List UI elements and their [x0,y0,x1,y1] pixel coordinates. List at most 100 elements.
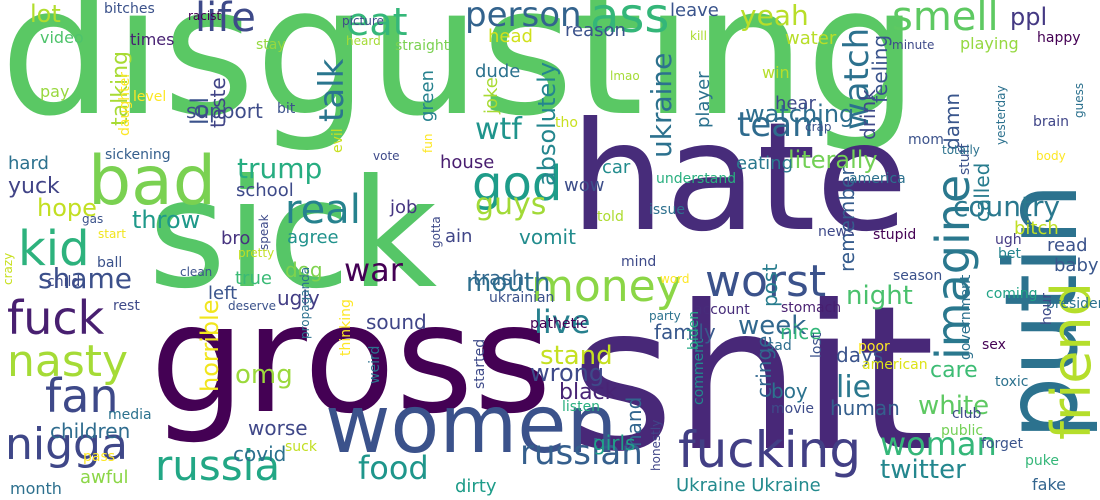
word-woman: woman [880,425,997,463]
word-media: media [108,407,152,423]
word-ugh: ugh [995,232,1022,248]
word-guess: guess [1072,82,1086,118]
word-brain: brain [1033,114,1069,130]
word-agree: agree [287,227,339,248]
word-fun: fun [421,133,435,153]
word-fucking: fucking [678,421,862,479]
word-team: team [737,105,826,145]
word-biden: biden [686,310,702,350]
word-bro: bro [221,228,251,249]
word-gotta: gotta [429,216,443,248]
word-white: white [918,391,990,421]
word-movie: movie [771,401,814,417]
word-fake: fake [1032,475,1066,494]
word-sound: sound [366,310,427,334]
word-damn: damn [940,92,964,150]
word-news: news [818,224,855,240]
word-ukraine-ukraine: Ukraine Ukraine [676,475,821,496]
word-horrible: horrible [196,299,224,392]
word-start: start [98,227,126,241]
word-straight: straight [395,38,450,54]
word-club: club [952,406,982,422]
word-tho: tho [555,115,578,131]
word-crap: crap [805,120,832,134]
word-told: told [597,209,624,225]
word-coming: coming [986,286,1038,302]
word-deserve: deserve [228,299,277,313]
word-ugly: ugly [277,286,320,310]
word-vote: vote [373,149,400,163]
word-sex: sex [982,337,1006,353]
word-hate: hate [570,91,909,265]
word-gas: gas [82,212,104,226]
word-mind: mind [621,254,657,270]
word-public: public [941,423,984,439]
word-lie: lie [836,370,872,405]
word-body: body [1036,149,1066,163]
word-called: called [970,162,994,222]
word-fan: fan [45,369,119,423]
word-post: post [758,263,782,307]
word-awful: awful [80,467,129,488]
word-president: president [1046,296,1100,312]
word-twitter: twitter [880,455,966,485]
word-hour: hour [1039,292,1055,325]
word-pretty: pretty [238,246,275,260]
word-left: left [208,283,238,304]
word-yuck: yuck [8,174,60,199]
word-support: support [186,99,263,123]
word-leave: leave [670,0,719,21]
word-thinking: thinking [338,299,354,356]
word-bit: bit [277,101,296,117]
word-hope: hope [37,194,97,222]
word-child: child [47,274,81,290]
word-puke: puke [1025,453,1059,469]
word-hard: hard [8,153,49,174]
word-women: women [325,378,618,471]
word-minute: minute [892,38,935,52]
word-care: care [930,358,978,383]
word-food: food [358,449,429,487]
word-worse: worse [248,416,308,440]
word-pay: pay [40,82,70,101]
word-head: head [488,26,533,47]
word-sad: sad [767,338,792,354]
word-nigga: nigga [5,419,128,470]
word-dog: dog [285,258,323,282]
word-picture: picture [342,14,384,28]
word-america: america [849,171,906,187]
word-gross: gross [150,273,552,447]
word-american: american [862,357,928,373]
word-playing: playing [960,34,1019,53]
word-taste: taste [206,77,230,128]
word-green: green [417,70,438,122]
word-honestly: honestly [649,419,663,471]
word-talk: talk [312,58,352,122]
word-racist: racist [188,9,222,23]
word-bet: bet [998,246,1021,262]
word-shame: shame [38,262,132,295]
word-nice: nice [780,320,822,344]
word-speak: speak [257,214,271,250]
word-listen: listen [562,399,601,415]
word-word: word [660,272,690,286]
word-times: times [130,30,175,49]
word-month: month [10,479,62,498]
word-night: night [846,281,913,311]
word-girls: girls [593,431,636,455]
word-rest: rest [113,298,140,314]
word-school: school [236,180,294,201]
word-evil: evil [330,128,346,153]
word-kill: kill [690,29,707,43]
word-disgusting: disgusting [0,0,919,155]
word-dirty: dirty [455,476,497,497]
word-water: water [785,28,837,49]
word-week: week [738,311,807,341]
word-ain: ain [445,226,473,247]
word-eat: eat [346,0,408,44]
word-toxic: toxic [995,374,1029,390]
word-mom: mom [908,132,944,148]
word-daughter: daughter [117,72,133,136]
word-ukrainian: ukrainian [489,290,555,306]
word-account: account [694,302,750,318]
